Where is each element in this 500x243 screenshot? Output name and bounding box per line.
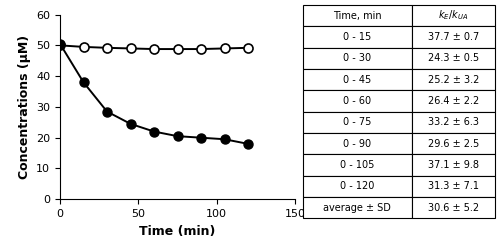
Y-axis label: Concentrations (μM): Concentrations (μM): [18, 35, 30, 179]
X-axis label: Time (min): Time (min): [140, 225, 216, 238]
